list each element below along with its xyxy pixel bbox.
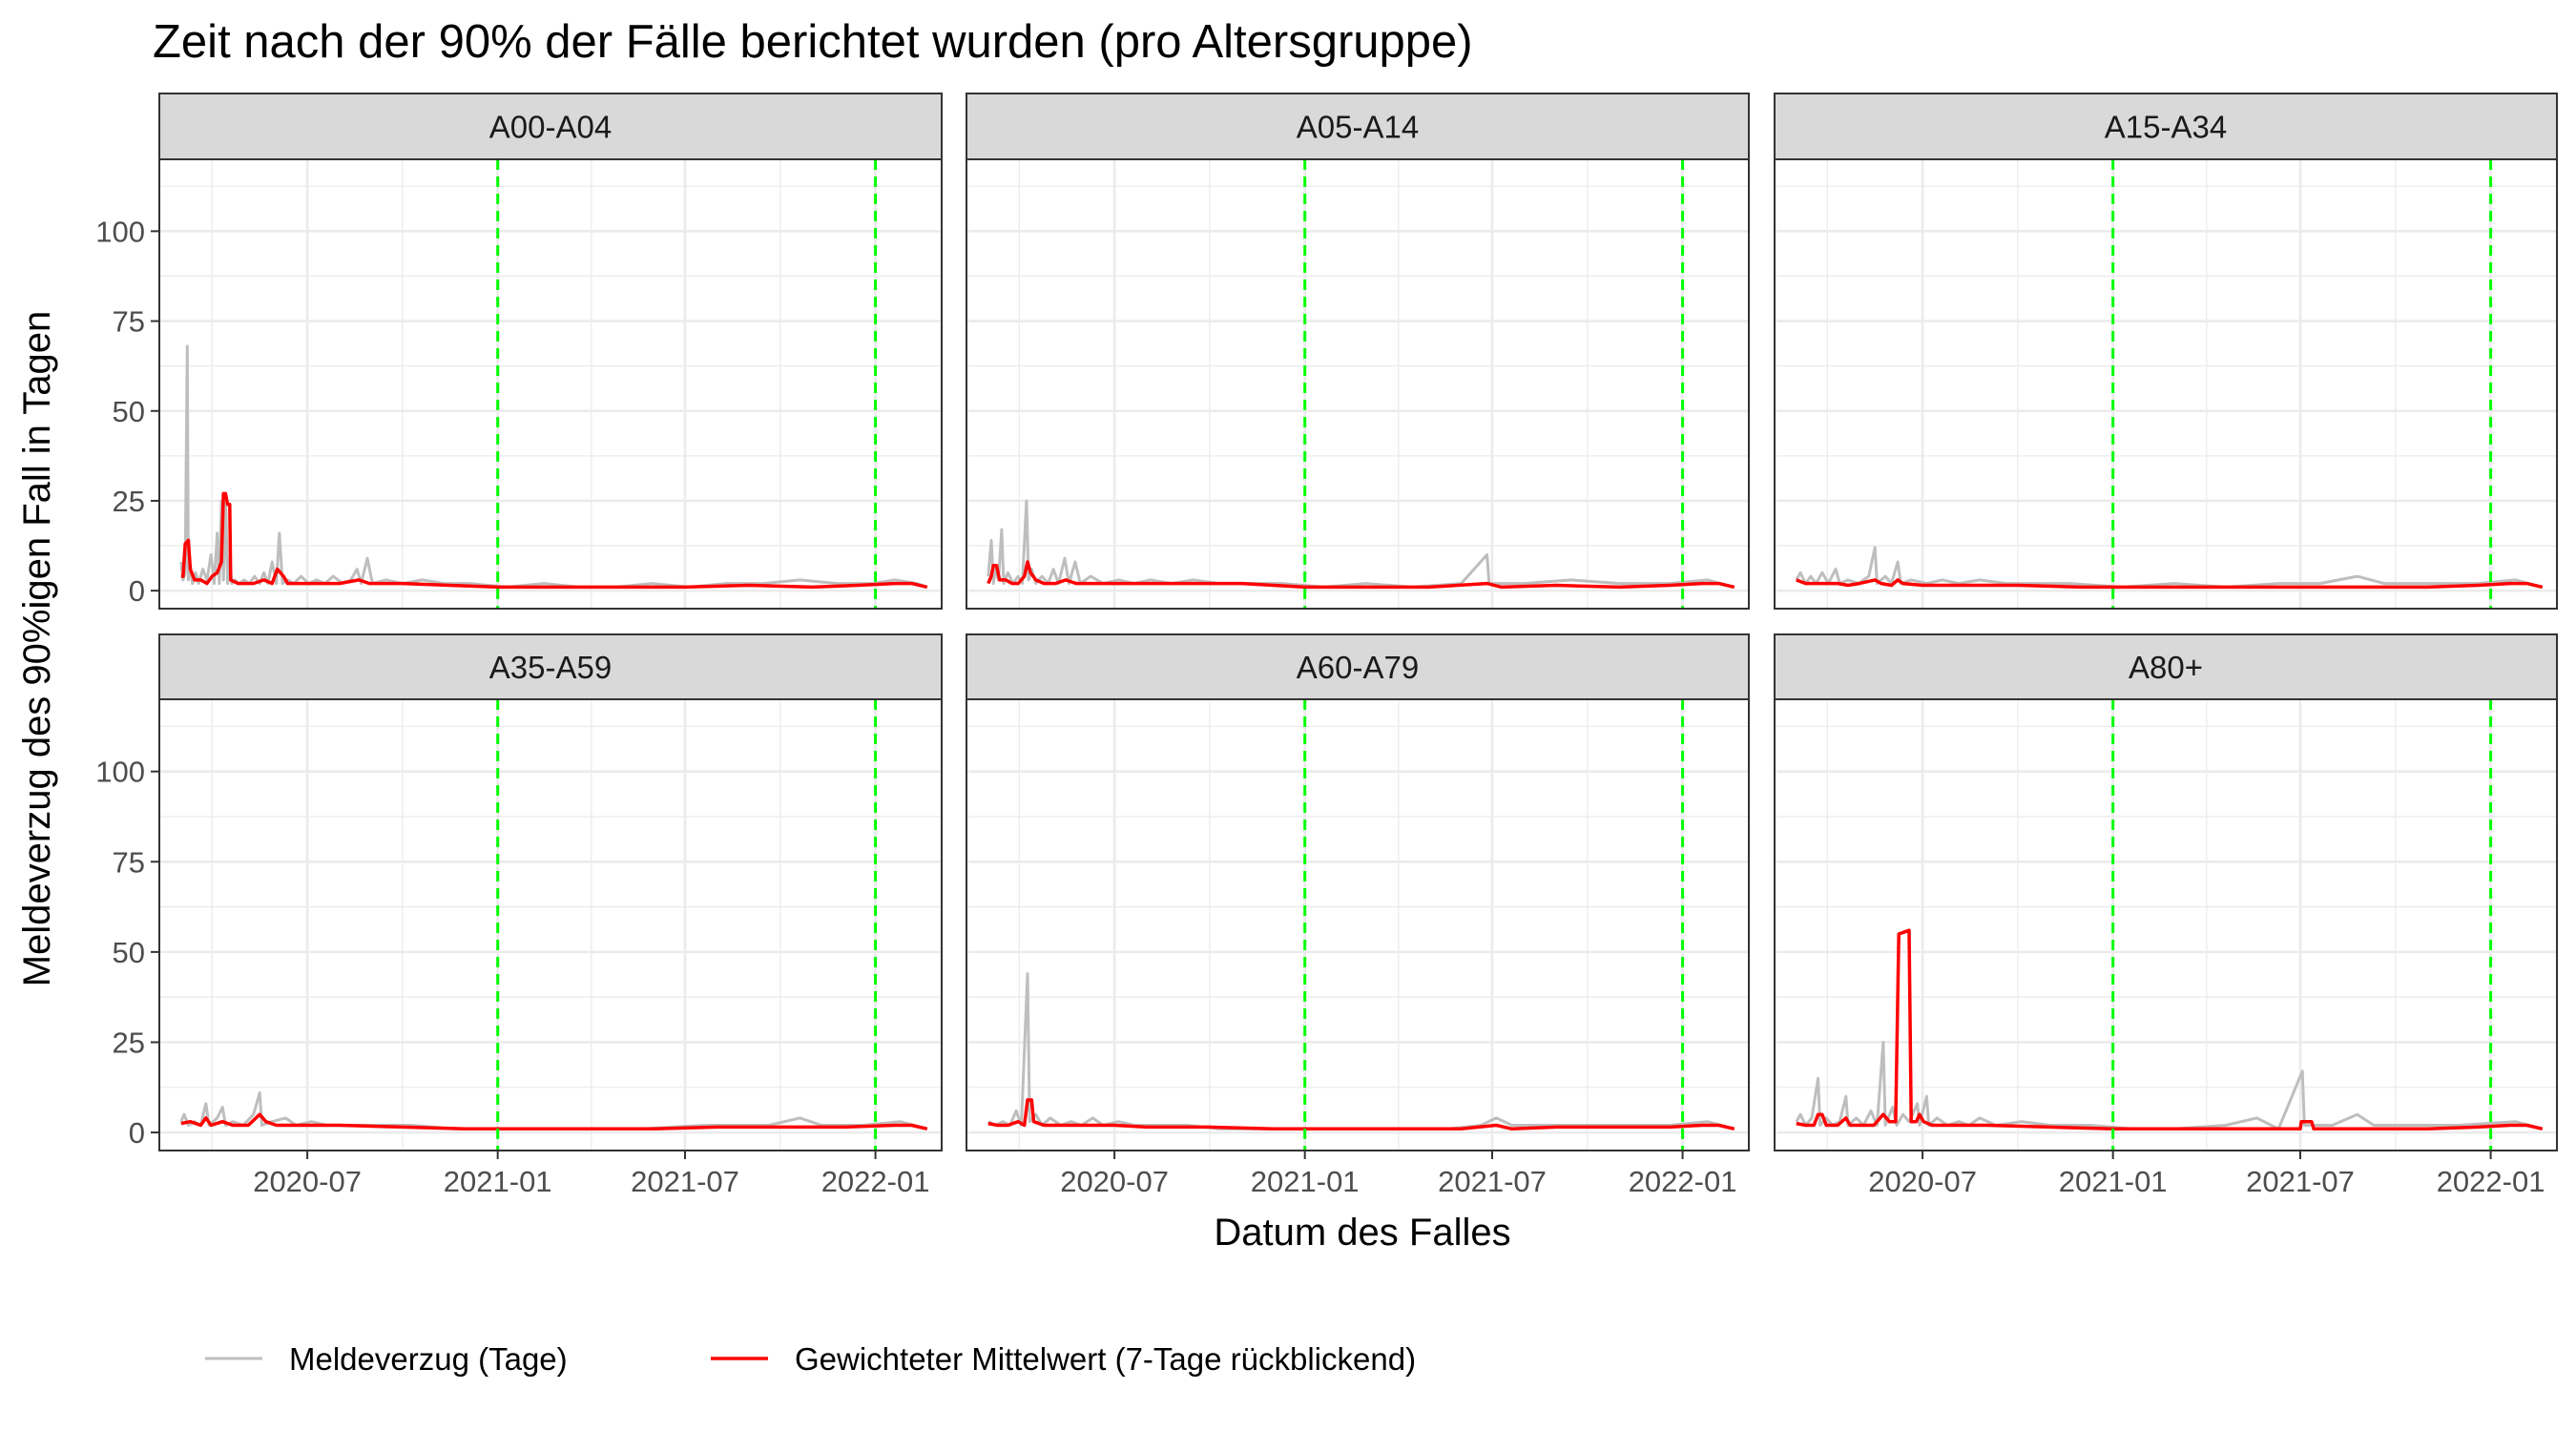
facet-strip [1774, 633, 2558, 700]
facet-strip-label: A15-A34 [2105, 110, 2227, 145]
panel-border [1774, 698, 2558, 1151]
panel-background [966, 699, 1749, 1151]
x-tick-label: 2020-07 [1868, 1165, 1977, 1198]
x-tick-label: 2021-07 [1438, 1165, 1547, 1198]
chart-title: Zeit nach der 90% der Fälle berichtet wu… [153, 16, 1473, 68]
legend: Meldeverzug (Tage) Gewichteter Mittelwert… [205, 1341, 1416, 1377]
series-line-mean [1796, 928, 2544, 1131]
x-tick-label: 2021-01 [2059, 1165, 2168, 1198]
y-axis: 0 25 50 75 100 0 25 50 75 100 [95, 215, 159, 1150]
facet-strip-label: A05-A14 [1297, 110, 1419, 145]
panel-background [159, 159, 942, 609]
series-line-mean [1796, 578, 2544, 590]
facet-strip-label: A35-A59 [489, 650, 612, 685]
legend-label: Meldeverzug (Tage) [289, 1341, 568, 1377]
facet-strip-label: A00-A04 [489, 110, 612, 145]
series-line-raw [179, 1091, 928, 1130]
panel-background [966, 159, 1749, 609]
y-tick-label: 25 [113, 485, 145, 518]
facet-panel-a05-a14: A05-A14 [966, 93, 1779, 610]
series-line-raw [987, 972, 1735, 1130]
y-tick-label: 75 [113, 845, 145, 879]
y-axis-title: Meldeverzug des 90%igen Fall in Tagen [16, 311, 58, 987]
y-tick-label: 0 [129, 1116, 145, 1150]
facet-strip [966, 93, 1750, 160]
y-tick-label: 100 [95, 215, 145, 248]
x-axis: 2020-07 2021-01 2021-07 2022-01 2020-07 2021-… [253, 1151, 2545, 1198]
facet-panel-a00-a04: A00-A04 [158, 93, 972, 610]
panel-border [158, 698, 943, 1151]
y-tick-label: 75 [113, 305, 145, 339]
legend-item-raw: Meldeverzug (Tage) [205, 1341, 568, 1377]
y-tick-label: 50 [113, 395, 145, 428]
panel-border [966, 158, 1750, 610]
x-tick-label: 2022-01 [2437, 1165, 2545, 1198]
panel-background [159, 699, 942, 1151]
facet-panel-a60-a79: A60-A79 [966, 633, 1779, 1151]
y-tick-label: 100 [95, 756, 145, 789]
y-tick-label: 25 [113, 1026, 145, 1059]
y-tick-label: 0 [129, 574, 145, 608]
series-line-mean [987, 560, 1735, 590]
legend-item-mean: Gewichteter Mittelwert (7-Tage rückblick… [711, 1341, 1416, 1377]
x-tick-label: 2022-01 [821, 1165, 930, 1198]
x-tick-label: 2021-07 [2246, 1165, 2355, 1198]
panel-background [1775, 699, 2557, 1151]
panel-border [966, 698, 1750, 1151]
series-line-raw [1795, 1041, 2544, 1130]
facet-panel-a80-: A80+ [1774, 633, 2558, 1151]
x-tick-label: 2021-07 [631, 1165, 739, 1198]
x-tick-label: 2020-07 [1060, 1165, 1169, 1198]
facet-strip [158, 633, 943, 700]
panel-border [1774, 158, 2558, 610]
series-line-mean [180, 1112, 928, 1131]
series-line-mean [180, 491, 928, 590]
y-tick-label: 50 [113, 936, 145, 969]
x-tick-label: 2022-01 [1629, 1165, 1737, 1198]
facet-strip-label: A80+ [2129, 650, 2203, 685]
panel-background [1775, 159, 2557, 609]
x-tick-label: 2021-01 [1251, 1165, 1360, 1198]
series-line-mean [987, 1098, 1735, 1131]
facet-strip-label: A60-A79 [1297, 650, 1419, 685]
x-axis-title: Datum des Falles [1214, 1212, 1510, 1254]
facet-panels: A00-A04 A05-A14 A15-A34 A35-A59 A60-A79 A80+ [158, 93, 2558, 1151]
facet-strip [158, 93, 943, 160]
x-tick-label: 2020-07 [253, 1165, 362, 1198]
legend-label: Gewichteter Mittelwert (7-Tage rückblick… [795, 1341, 1416, 1377]
facet-panel-a15-a34: A15-A34 [1774, 93, 2558, 610]
facet-panel-a35-a59: A35-A59 [158, 633, 972, 1151]
panel-border [158, 158, 943, 610]
x-tick-label: 2021-01 [444, 1165, 552, 1198]
